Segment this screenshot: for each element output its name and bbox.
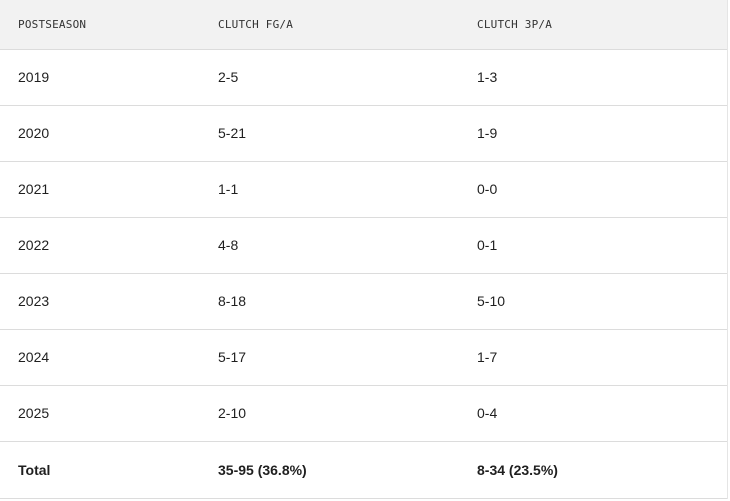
clutch-3p-cell: 1-9 [459, 105, 727, 162]
header-postseason: POSTSEASON [0, 0, 200, 50]
season-cell: 2023 [0, 273, 200, 330]
season-cell: 2020 [0, 105, 200, 162]
clutch-fg-cell: 1-1 [200, 161, 459, 218]
header-clutch-fg: CLUTCH FG/A [200, 0, 459, 50]
season-cell: 2019 [0, 49, 200, 106]
total-row: Total 35-95 (36.8%) 8-34 (23.5%) [0, 441, 727, 499]
clutch-3p-cell: 0-0 [459, 161, 727, 218]
clutch-fg-cell: 5-17 [200, 329, 459, 386]
table-header: POSTSEASON CLUTCH FG/A CLUTCH 3P/A [0, 0, 727, 50]
header-row: POSTSEASON CLUTCH FG/A CLUTCH 3P/A [0, 0, 727, 50]
season-cell: 2025 [0, 385, 200, 442]
table-row: 2021 1-1 0-0 [0, 161, 727, 218]
clutch-fg-cell: 8-18 [200, 273, 459, 330]
table-row: 2019 2-5 1-3 [0, 49, 727, 106]
season-cell: 2024 [0, 329, 200, 386]
table-row: 2020 5-21 1-9 [0, 105, 727, 162]
season-cell: 2022 [0, 217, 200, 274]
clutch-3p-cell: 1-3 [459, 49, 727, 106]
total-label: Total [0, 441, 200, 499]
table-row: 2025 2-10 0-4 [0, 385, 727, 442]
table-body: 2019 2-5 1-3 2020 5-21 1-9 2021 1-1 0-0 … [0, 49, 727, 499]
table-row: 2024 5-17 1-7 [0, 329, 727, 386]
season-cell: 2021 [0, 161, 200, 218]
total-clutch-fg: 35-95 (36.8%) [200, 441, 459, 499]
clutch-3p-cell: 5-10 [459, 273, 727, 330]
header-clutch-3p: CLUTCH 3P/A [459, 0, 727, 50]
table-row: 2023 8-18 5-10 [0, 273, 727, 330]
clutch-3p-cell: 1-7 [459, 329, 727, 386]
total-clutch-3p: 8-34 (23.5%) [459, 441, 727, 499]
clutch-3p-cell: 0-1 [459, 217, 727, 274]
clutch-fg-cell: 5-21 [200, 105, 459, 162]
clutch-fg-cell: 2-5 [200, 49, 459, 106]
clutch-fg-cell: 2-10 [200, 385, 459, 442]
clutch-3p-cell: 0-4 [459, 385, 727, 442]
clutch-fg-cell: 4-8 [200, 217, 459, 274]
table-row: 2022 4-8 0-1 [0, 217, 727, 274]
